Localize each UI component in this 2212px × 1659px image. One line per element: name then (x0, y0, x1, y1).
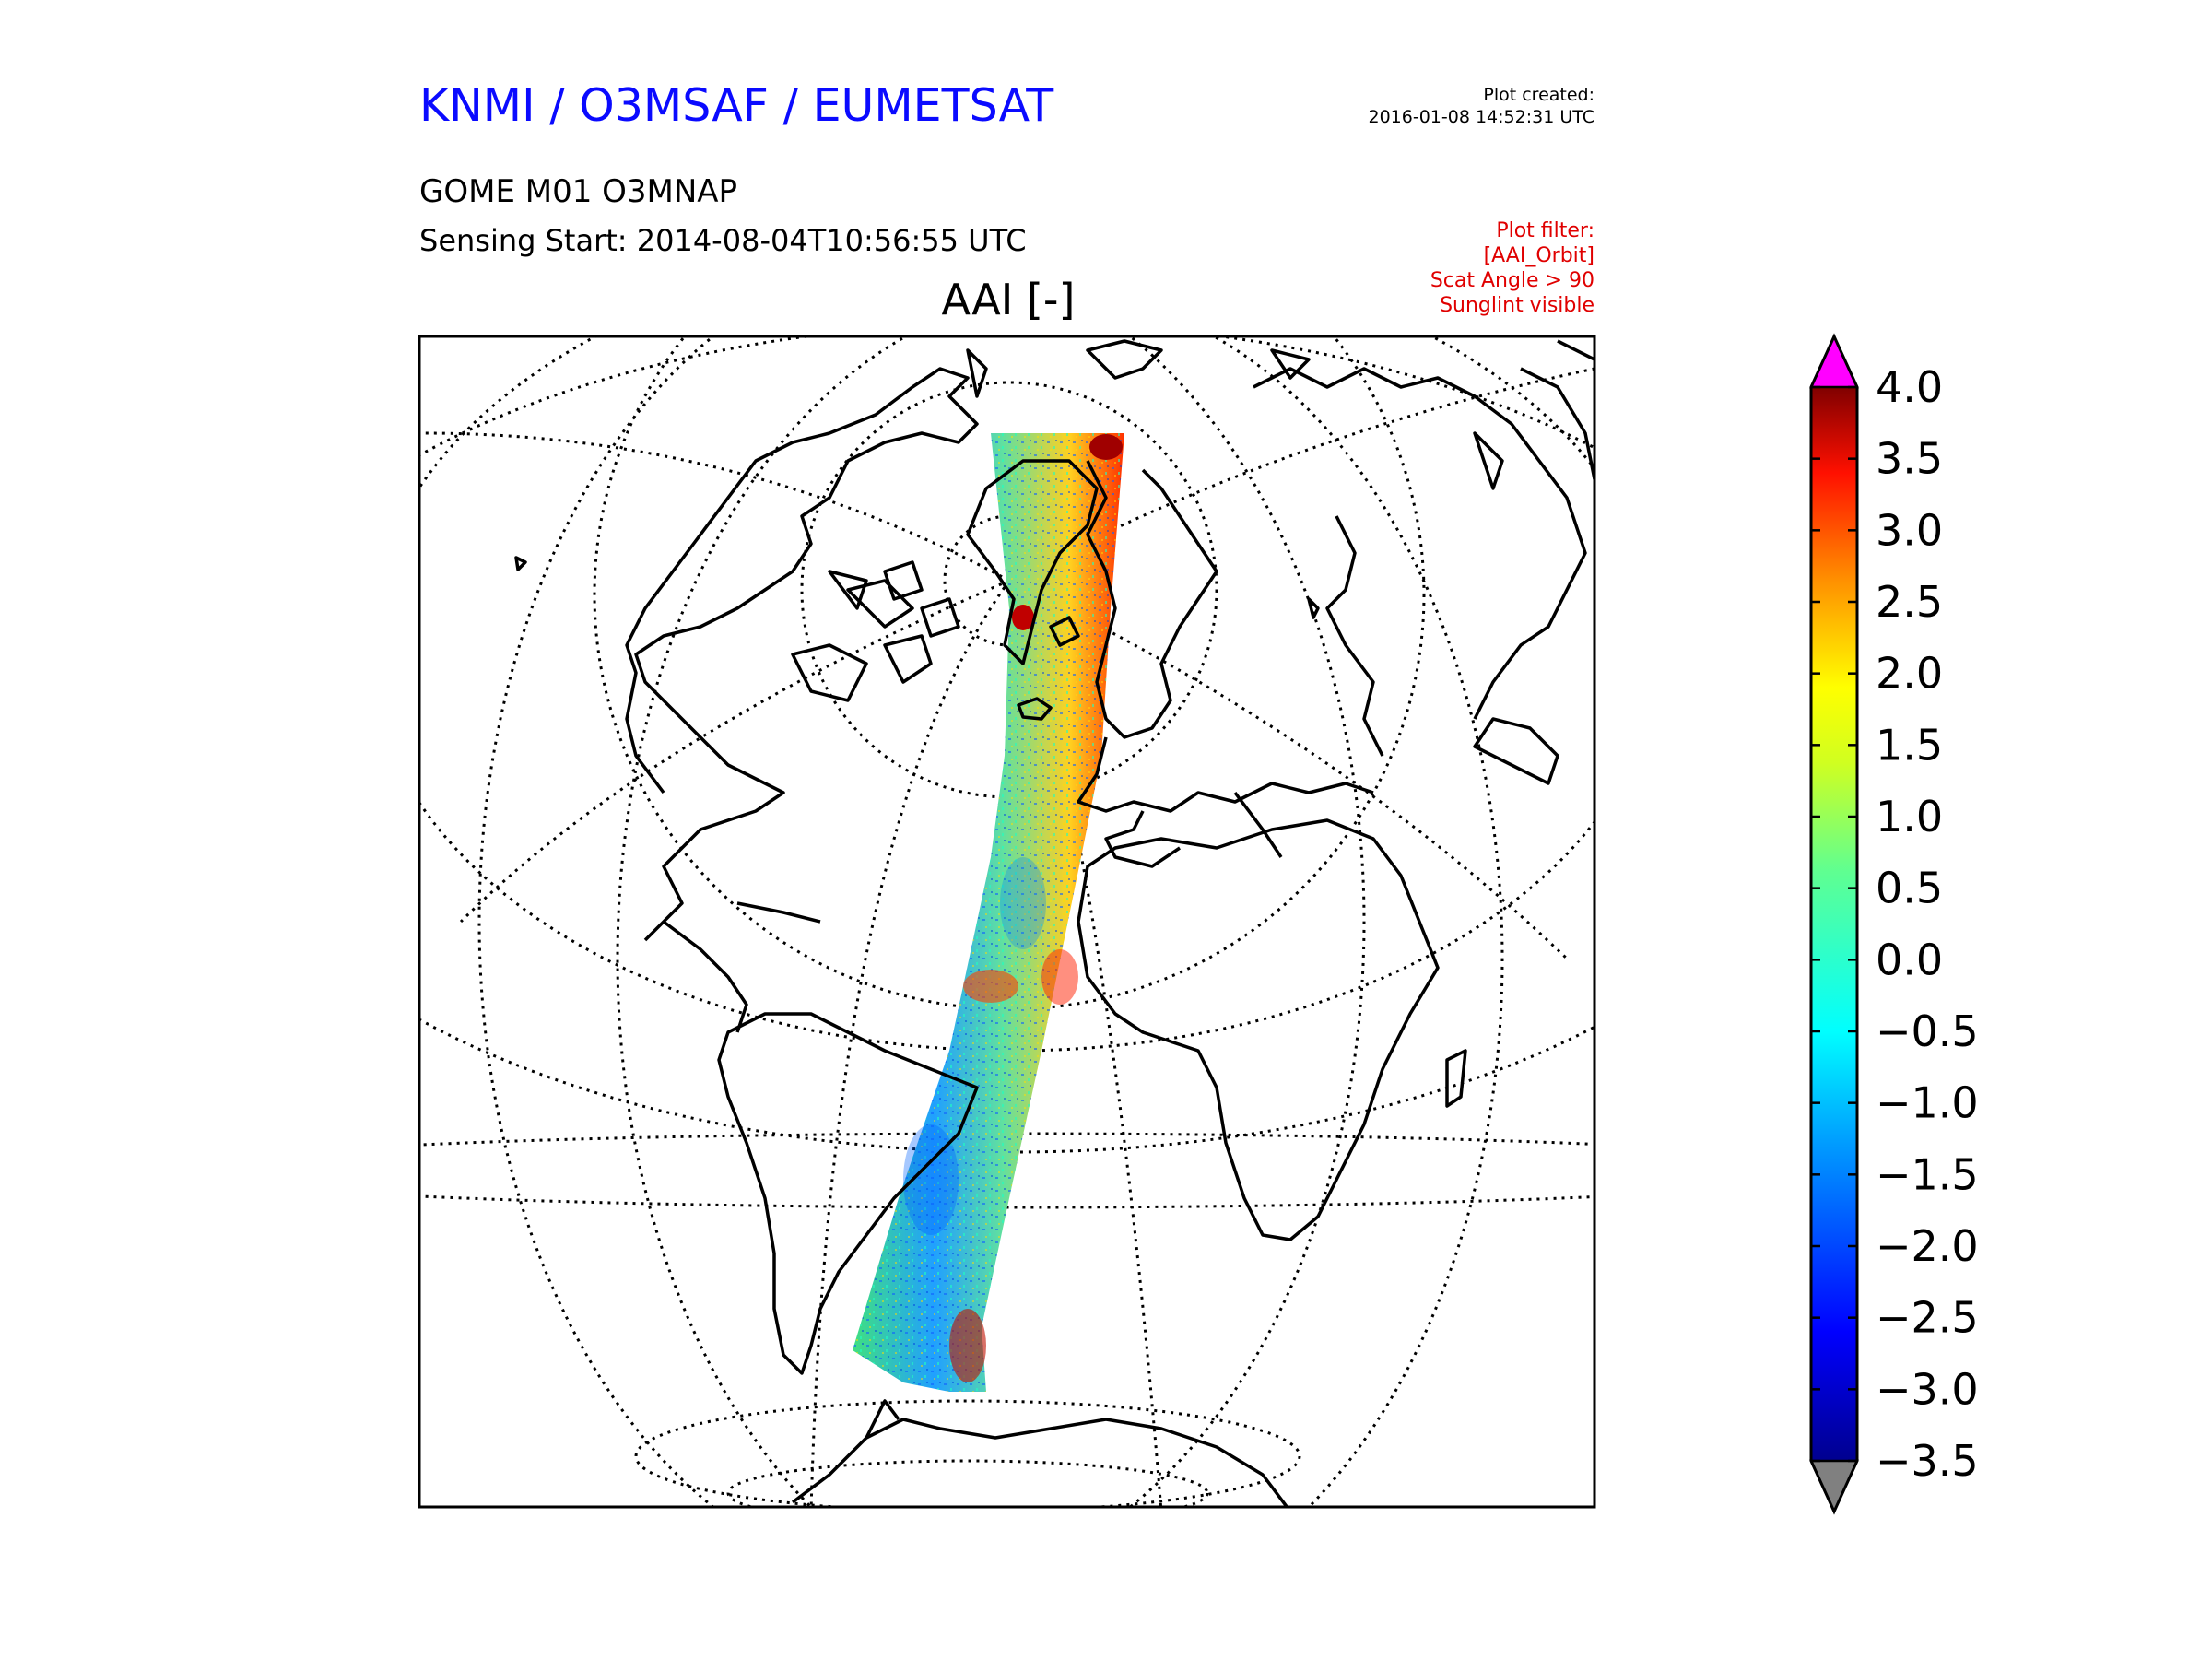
colorbar-tick-label: 3.5 (1876, 434, 1943, 484)
sensing-start: Sensing Start: 2014-08-04T10:56:55 UTC (419, 223, 1027, 258)
colorbar-tick-label: 4.0 (1876, 362, 1943, 412)
colorbar-tick-label: −2.0 (1876, 1221, 1979, 1271)
plot-filter-name: [AAI_Orbit] (1483, 244, 1594, 267)
product-name: GOME M01 O3MNAP (419, 173, 738, 210)
colorbar-tick-label: −3.5 (1876, 1436, 1979, 1486)
colorbar-ticks: 4.0 3.5 3.0 2.5 2.0 1.5 1.0 0.5 0.0 −0.5 −1.0 −1.5 −… (1811, 362, 1979, 1486)
plot-filter-sunglint: Sunglint visible (1440, 294, 1594, 317)
field-title: AAI [-] (941, 275, 1076, 324)
colorbar-under-extend (1809, 1459, 1859, 1515)
plot-filter-label: Plot filter: (1496, 219, 1594, 242)
colorbar-tick-label: 2.5 (1876, 577, 1943, 627)
colorbar-tick-label: −3.0 (1876, 1364, 1979, 1414)
colorbar-over-extend (1809, 333, 1859, 389)
colorbar-tick-label: 2.0 (1876, 649, 1943, 699)
colorbar-tick-label: −2.5 (1876, 1293, 1979, 1343)
colorbar: 4.0 3.5 3.0 2.5 2.0 1.5 1.0 0.5 0.0 −0.5 −1.0 −1.5 −… (1809, 333, 1979, 1515)
colorbar-gradient (1811, 387, 1857, 1461)
plot-created-label: Plot created: (1483, 85, 1594, 105)
colorbar-tick-label: −1.0 (1876, 1078, 1979, 1128)
colorbar-tick-label: 3.0 (1876, 505, 1943, 555)
plot-created-time: 2016-01-08 14:52:31 UTC (1368, 107, 1595, 127)
map-area (419, 336, 1594, 1507)
plot-filter-scat-angle: Scat Angle > 90 (1430, 269, 1594, 292)
map-frame (418, 335, 1596, 1509)
aai-swath (853, 433, 1124, 1392)
colorbar-tick-label: 0.0 (1876, 935, 1943, 984)
coastlines (514, 339, 1594, 1507)
colorbar-tick-label: −1.5 (1876, 1149, 1979, 1199)
org-title: KNMI / O3MSAF / EUMETSAT (419, 79, 1054, 132)
colorbar-tick-label: −0.5 (1876, 1006, 1979, 1056)
colorbar-tick-label: 1.0 (1876, 792, 1943, 841)
colorbar-tick-label: 1.5 (1876, 720, 1943, 770)
colorbar-tick-label: 0.5 (1876, 864, 1943, 913)
